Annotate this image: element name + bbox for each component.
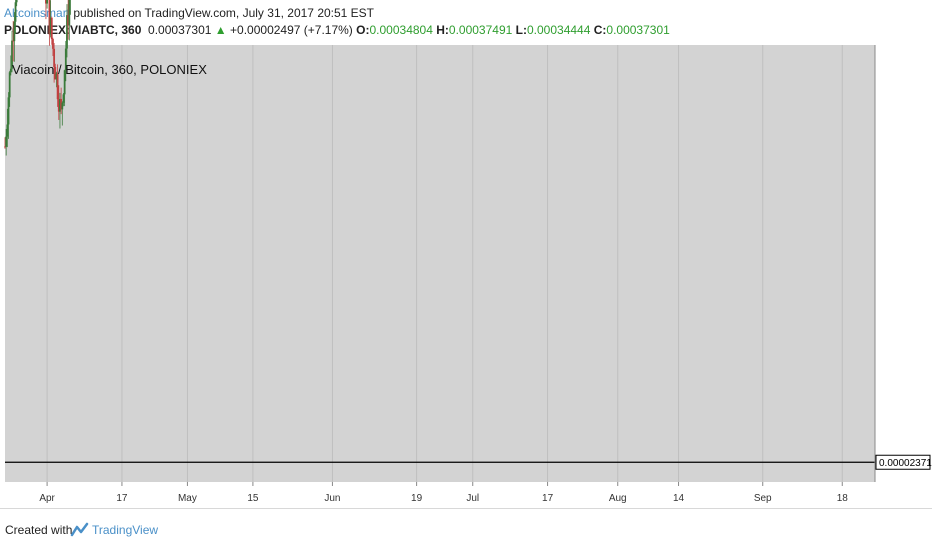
candle-body (11, 40, 13, 69)
x-tick-label: 17 (116, 493, 128, 504)
symbol-label: POLONIEX:VIABTC, 360 (4, 23, 142, 37)
candle-body (59, 98, 61, 112)
candle-body (55, 73, 58, 80)
last-price: 0.00037301 (148, 23, 212, 37)
candle-body (67, 15, 70, 26)
plot-area[interactable] (5, 45, 875, 482)
open-label: O: (356, 23, 370, 37)
x-tick-label: 15 (247, 493, 259, 504)
time-axis[interactable] (5, 482, 932, 508)
x-tick-label: Jul (466, 493, 479, 504)
candle-body (9, 68, 12, 73)
x-tick-label: Sep (754, 493, 772, 504)
grid (46, 45, 843, 482)
high-label: H: (436, 23, 449, 37)
low-label: L: (515, 23, 527, 37)
published-text: published on TradingView.com, July 31, 2… (73, 6, 375, 20)
candle-body (53, 48, 56, 67)
candle-body (15, 0, 18, 3)
high-value: 0.00037491 (448, 23, 513, 37)
candle-body (63, 70, 66, 95)
candle-body (46, 0, 48, 4)
open-value: 0.00034804 (369, 23, 433, 37)
candle-body (5, 136, 8, 147)
candle-body (50, 17, 53, 40)
tradingview-brand[interactable]: TradingView (92, 523, 159, 537)
low-value: 0.00034444 (526, 23, 591, 37)
candle-body (4, 146, 6, 148)
candle-body (66, 15, 68, 49)
chart-title: Viacoin / Bitcoin, 360, POLONIEX (12, 62, 207, 77)
candles (4, 0, 71, 156)
price-chart[interactable]: 0.000849460.000488740.000249710.00002371… (0, 0, 932, 508)
candle-body (62, 94, 65, 103)
candle-body (48, 0, 51, 35)
candle-body (6, 124, 9, 137)
x-tick-label: 19 (411, 493, 423, 504)
candle-body (56, 73, 59, 100)
candle-body (52, 39, 54, 49)
candle-body (14, 2, 17, 22)
chart-header: Altcoinsmart published on TradingView.co… (4, 5, 924, 39)
candle-body (60, 98, 63, 110)
x-tick-label: 14 (673, 493, 685, 504)
close-value: 0.00037301 (606, 23, 670, 37)
candle-body (45, 0, 47, 4)
candle-body (7, 97, 10, 125)
tradingview-logo-icon (70, 522, 89, 537)
candle-body (68, 0, 71, 26)
candle-body (49, 17, 52, 35)
x-tick-label: Aug (609, 493, 627, 504)
up-arrow-icon: ▲ (214, 23, 227, 37)
candle-body (54, 66, 57, 80)
price-axis[interactable] (875, 45, 932, 482)
x-tick-label: 18 (837, 493, 849, 504)
candle-body (12, 40, 15, 42)
horizontal-levels: 0.000849460.000488740.000249710.00002371… (5, 454, 932, 470)
x-tick-label: 17 (542, 493, 554, 504)
x-axis: Apr 17 May 15 Jun 19 Jul 17 Aug 14 Sep 18 (39, 482, 848, 504)
candle-body (8, 72, 11, 98)
level-price-box (875, 454, 931, 470)
candle-body (64, 48, 67, 71)
price-change: +0.00002497 (+7.17%) (230, 23, 353, 37)
candle-body (57, 99, 60, 112)
footer: Created with TradingView (0, 508, 932, 551)
created-with-label: Created with (5, 523, 73, 537)
level-price-label: 0.00002371 (879, 458, 932, 469)
x-tick-label: Jun (324, 493, 340, 504)
author-link[interactable]: Altcoinsmart (4, 6, 71, 20)
close-label: C: (593, 23, 607, 37)
x-tick-label: May (178, 493, 197, 504)
candle-body (61, 102, 64, 110)
x-tick-label: Apr (39, 493, 55, 504)
candle-body (13, 21, 16, 42)
